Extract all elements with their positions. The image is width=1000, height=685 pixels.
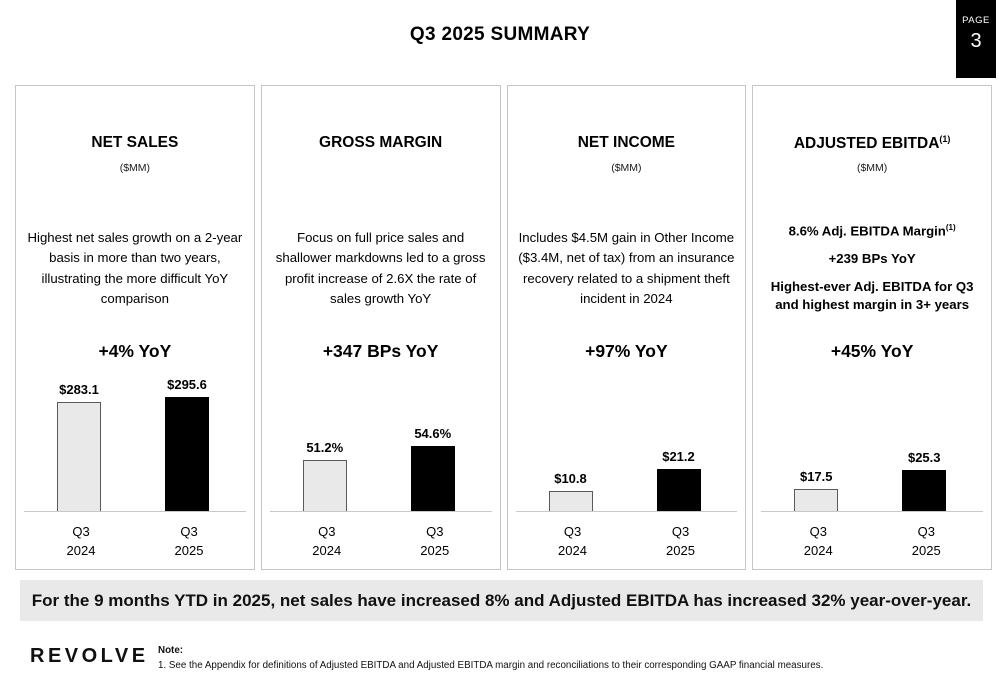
x-label-quarter: Q3 [72,524,90,539]
x-label-quarter: Q3 [563,524,582,539]
x-label-q3-2025: Q3 2025 [886,523,966,561]
bar-value-label: $283.1 [59,382,99,397]
bar-q3-2025 [656,469,701,512]
note-label: Note: [158,645,184,656]
commentary-text: Focus on full price sales and shallower … [275,229,486,306]
x-label-quarter: Q3 [318,524,336,539]
panel-gross-margin-yoy: +347 BPs YoY [322,341,439,361]
panel-adjusted-ebitda-units: ($MM) [856,162,888,174]
footnote-marker: (1) [945,223,956,233]
x-label-quarter: Q3 [809,524,827,539]
bar-value-label: $21.2 [662,449,695,464]
bar-group-q3-2025: $295.6 [165,377,209,512]
revolve-logo: REVOLVE [30,645,149,667]
panel-net-sales-yoy: +4% YoY [98,341,172,361]
panel-net-income-title: NET INCOME [577,134,676,151]
kpi-panels: NET SALES ($MM) Highest net sales growth… [15,85,992,570]
x-label-q3-2024: Q3 2024 [778,523,858,561]
panel-net-sales: NET SALES ($MM) Highest net sales growth… [15,85,255,570]
panel-net-income-units: ($MM) [611,162,642,174]
x-label-quarter: Q3 [671,524,690,539]
x-label-year: 2025 [420,542,450,558]
x-label-year: 2025 [911,542,941,558]
x-label-year: 2024 [803,542,833,558]
panel-net-income-yoy: +97% YoY [585,341,668,361]
bar-value-label: $25.3 [907,450,941,465]
bar-value-label: $10.8 [554,471,587,486]
bar-q3-2024 [794,489,839,512]
x-label-q3-2024: Q3 2024 [287,523,367,561]
commentary-line-2: +239 BPs YoY [828,251,916,267]
commentary-line-3: Highest-ever Adj. EBITDA for Q3 and high… [770,278,974,313]
panel-gross-margin: GROSS MARGIN Focus on full price sales a… [260,85,501,570]
bar-value-label: $295.6 [167,377,207,392]
panel-net-sales-title: NET SALES [91,134,179,151]
panel-adjusted-ebitda-title: ADJUSTED EBITDA(1) [753,134,991,153]
bar-q3-2025 [410,446,455,512]
x-axis-line [761,511,983,512]
commentary-text: Includes $4.5M gain in Other Income ($3.… [518,229,735,306]
panel-gross-margin-commentary: Focus on full price sales and shallower … [271,211,491,326]
panel-adjusted-ebitda-yoy: +45% YoY [830,341,914,361]
page-badge-label: PAGE [962,15,990,26]
panel-adjusted-ebitda-commentary: 8.6% Adj. EBITDA Margin(1) +239 BPs YoY … [762,211,982,326]
bar-value-label: 54.6% [414,426,452,441]
bar-value-label: $17.5 [799,469,833,484]
bar-group-q3-2025: 54.6% [410,426,455,512]
bar-q3-2025 [165,397,209,512]
x-label-year: 2025 [174,542,204,558]
bar-group-q3-2024: $17.5 [794,469,839,512]
bar-q3-2025 [902,470,947,512]
page-number-badge: PAGE 3 [956,0,996,78]
page-title: Q3 2025 SUMMARY [409,24,591,45]
x-label-q3-2025: Q3 2025 [641,523,721,561]
panel-net-income-commentary: Includes $4.5M gain in Other Income ($3.… [517,211,737,326]
bar-group-q3-2025: $25.3 [902,450,947,512]
panel-adjusted-ebitda: ADJUSTED EBITDA(1) ($MM) 8.6% Adj. EBITD… [752,85,992,570]
title-text: ADJUSTED EBITDA [793,135,940,153]
panel-net-sales-units: ($MM) [119,162,151,174]
commentary-line-1: 8.6% Adj. EBITDA Margin(1) [789,222,956,241]
bar-q3-2024 [57,402,101,512]
x-label-quarter: Q3 [180,524,198,539]
x-label-quarter: Q3 [426,524,444,539]
bar-value-label: 51.2% [306,440,344,455]
x-label-q3-2024: Q3 2024 [41,523,121,561]
panel-net-sales-commentary: Highest net sales growth on a 2-year bas… [25,211,245,326]
x-label-year: 2024 [312,542,342,558]
note-text: 1. See the Appendix for definitions of A… [158,659,824,671]
x-label-year: 2024 [66,542,96,558]
bar-group-q3-2024: $283.1 [57,382,101,512]
commentary-text: Highest net sales growth on a 2-year bas… [27,229,243,306]
panel-gross-margin-title: GROSS MARGIN [319,134,443,151]
bar-q3-2024 [548,491,593,512]
x-axis-labels: Q3 2024 Q3 2025 [262,523,500,563]
x-axis-line [24,511,246,512]
x-axis-line [515,511,738,512]
bar-group-q3-2025: $21.2 [656,449,701,512]
x-axis-labels: Q3 2024 Q3 2025 [753,523,991,563]
x-label-quarter: Q3 [917,524,935,539]
x-axis-labels: Q3 2024 Q3 2025 [508,523,746,563]
x-label-q3-2025: Q3 2025 [149,523,229,561]
x-axis-line [269,511,492,512]
footnote-marker: (1) [939,134,951,144]
x-label-q3-2025: Q3 2025 [395,523,475,561]
page-badge-number: 3 [970,30,982,52]
bar-group-q3-2024: $10.8 [548,471,593,512]
x-label-q3-2024: Q3 2024 [533,523,613,561]
commentary-text: 8.6% Adj. EBITDA Margin [788,223,946,239]
x-axis-labels: Q3 2024 Q3 2025 [16,523,254,563]
x-label-year: 2024 [558,542,587,558]
panel-net-income: NET INCOME ($MM) Includes $4.5M gain in … [506,85,747,570]
x-label-year: 2025 [666,542,695,558]
bar-q3-2024 [302,460,347,512]
footnotes: Note: 1. See the Appendix for definition… [158,644,823,673]
bar-group-q3-2024: 51.2% [302,440,347,512]
ytd-summary-banner: For the 9 months YTD in 2025, net sales … [20,580,983,621]
